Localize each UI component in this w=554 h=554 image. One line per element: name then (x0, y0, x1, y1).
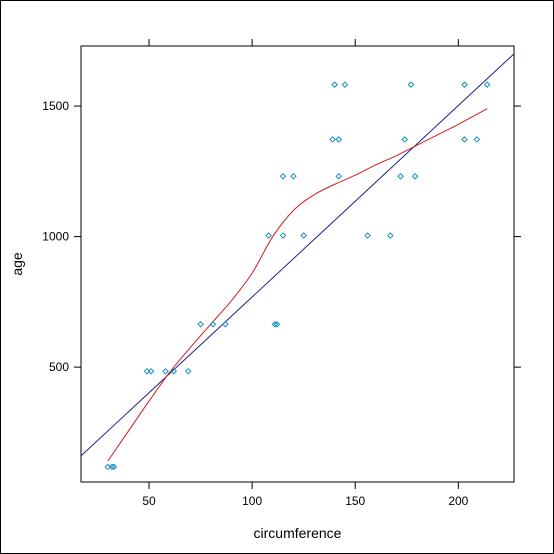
smooth-line (107, 108, 488, 462)
fit-lines (80, 53, 515, 462)
data-point-22 (411, 172, 419, 180)
x-tick-label-100: 100 (242, 494, 262, 508)
data-point-6 (170, 367, 178, 375)
data-point-28 (331, 81, 338, 88)
data-point-32 (483, 81, 491, 88)
y-tick-label-1000: 1000 (42, 230, 69, 244)
data-point-5 (162, 367, 169, 375)
data-point-24 (335, 136, 343, 143)
data-point-1 (108, 463, 116, 471)
data-point-29 (341, 81, 349, 88)
data-point-18 (279, 172, 287, 180)
data-point-11 (271, 321, 279, 328)
data-point-2 (110, 463, 118, 471)
data-point-25 (401, 136, 409, 143)
data-point-20 (335, 172, 343, 180)
y-tick-label-1500: 1500 (42, 99, 69, 113)
data-point-27 (473, 136, 481, 143)
data-point-19 (290, 172, 297, 180)
axis-ticks: 50 100 150 200 500 1000 1500 (42, 39, 521, 508)
x-tick-label-200: 200 (448, 494, 468, 508)
x-tick-label-150: 150 (345, 494, 365, 508)
data-points (104, 81, 491, 471)
x-axis-label: circumference (254, 525, 342, 541)
data-point-9 (209, 321, 217, 328)
plot-border (80, 45, 515, 483)
y-axis-label: age (9, 252, 25, 276)
data-point-30 (407, 81, 415, 88)
data-point-14 (279, 232, 287, 239)
x-tick-label-50: 50 (142, 494, 156, 508)
data-point-4 (147, 367, 155, 375)
data-point-7 (184, 367, 192, 375)
data-point-26 (461, 136, 468, 143)
data-point-17 (386, 232, 394, 239)
data-point-16 (364, 232, 371, 239)
data-point-23 (329, 136, 336, 143)
data-point-21 (397, 172, 404, 180)
data-point-12 (273, 321, 281, 328)
data-point-8 (197, 321, 204, 328)
y-tick-label-500: 500 (49, 360, 69, 374)
data-point-15 (300, 232, 307, 239)
regression-line (80, 53, 515, 457)
data-point-10 (222, 321, 229, 328)
data-point-31 (461, 81, 468, 88)
data-point-13 (265, 232, 272, 239)
